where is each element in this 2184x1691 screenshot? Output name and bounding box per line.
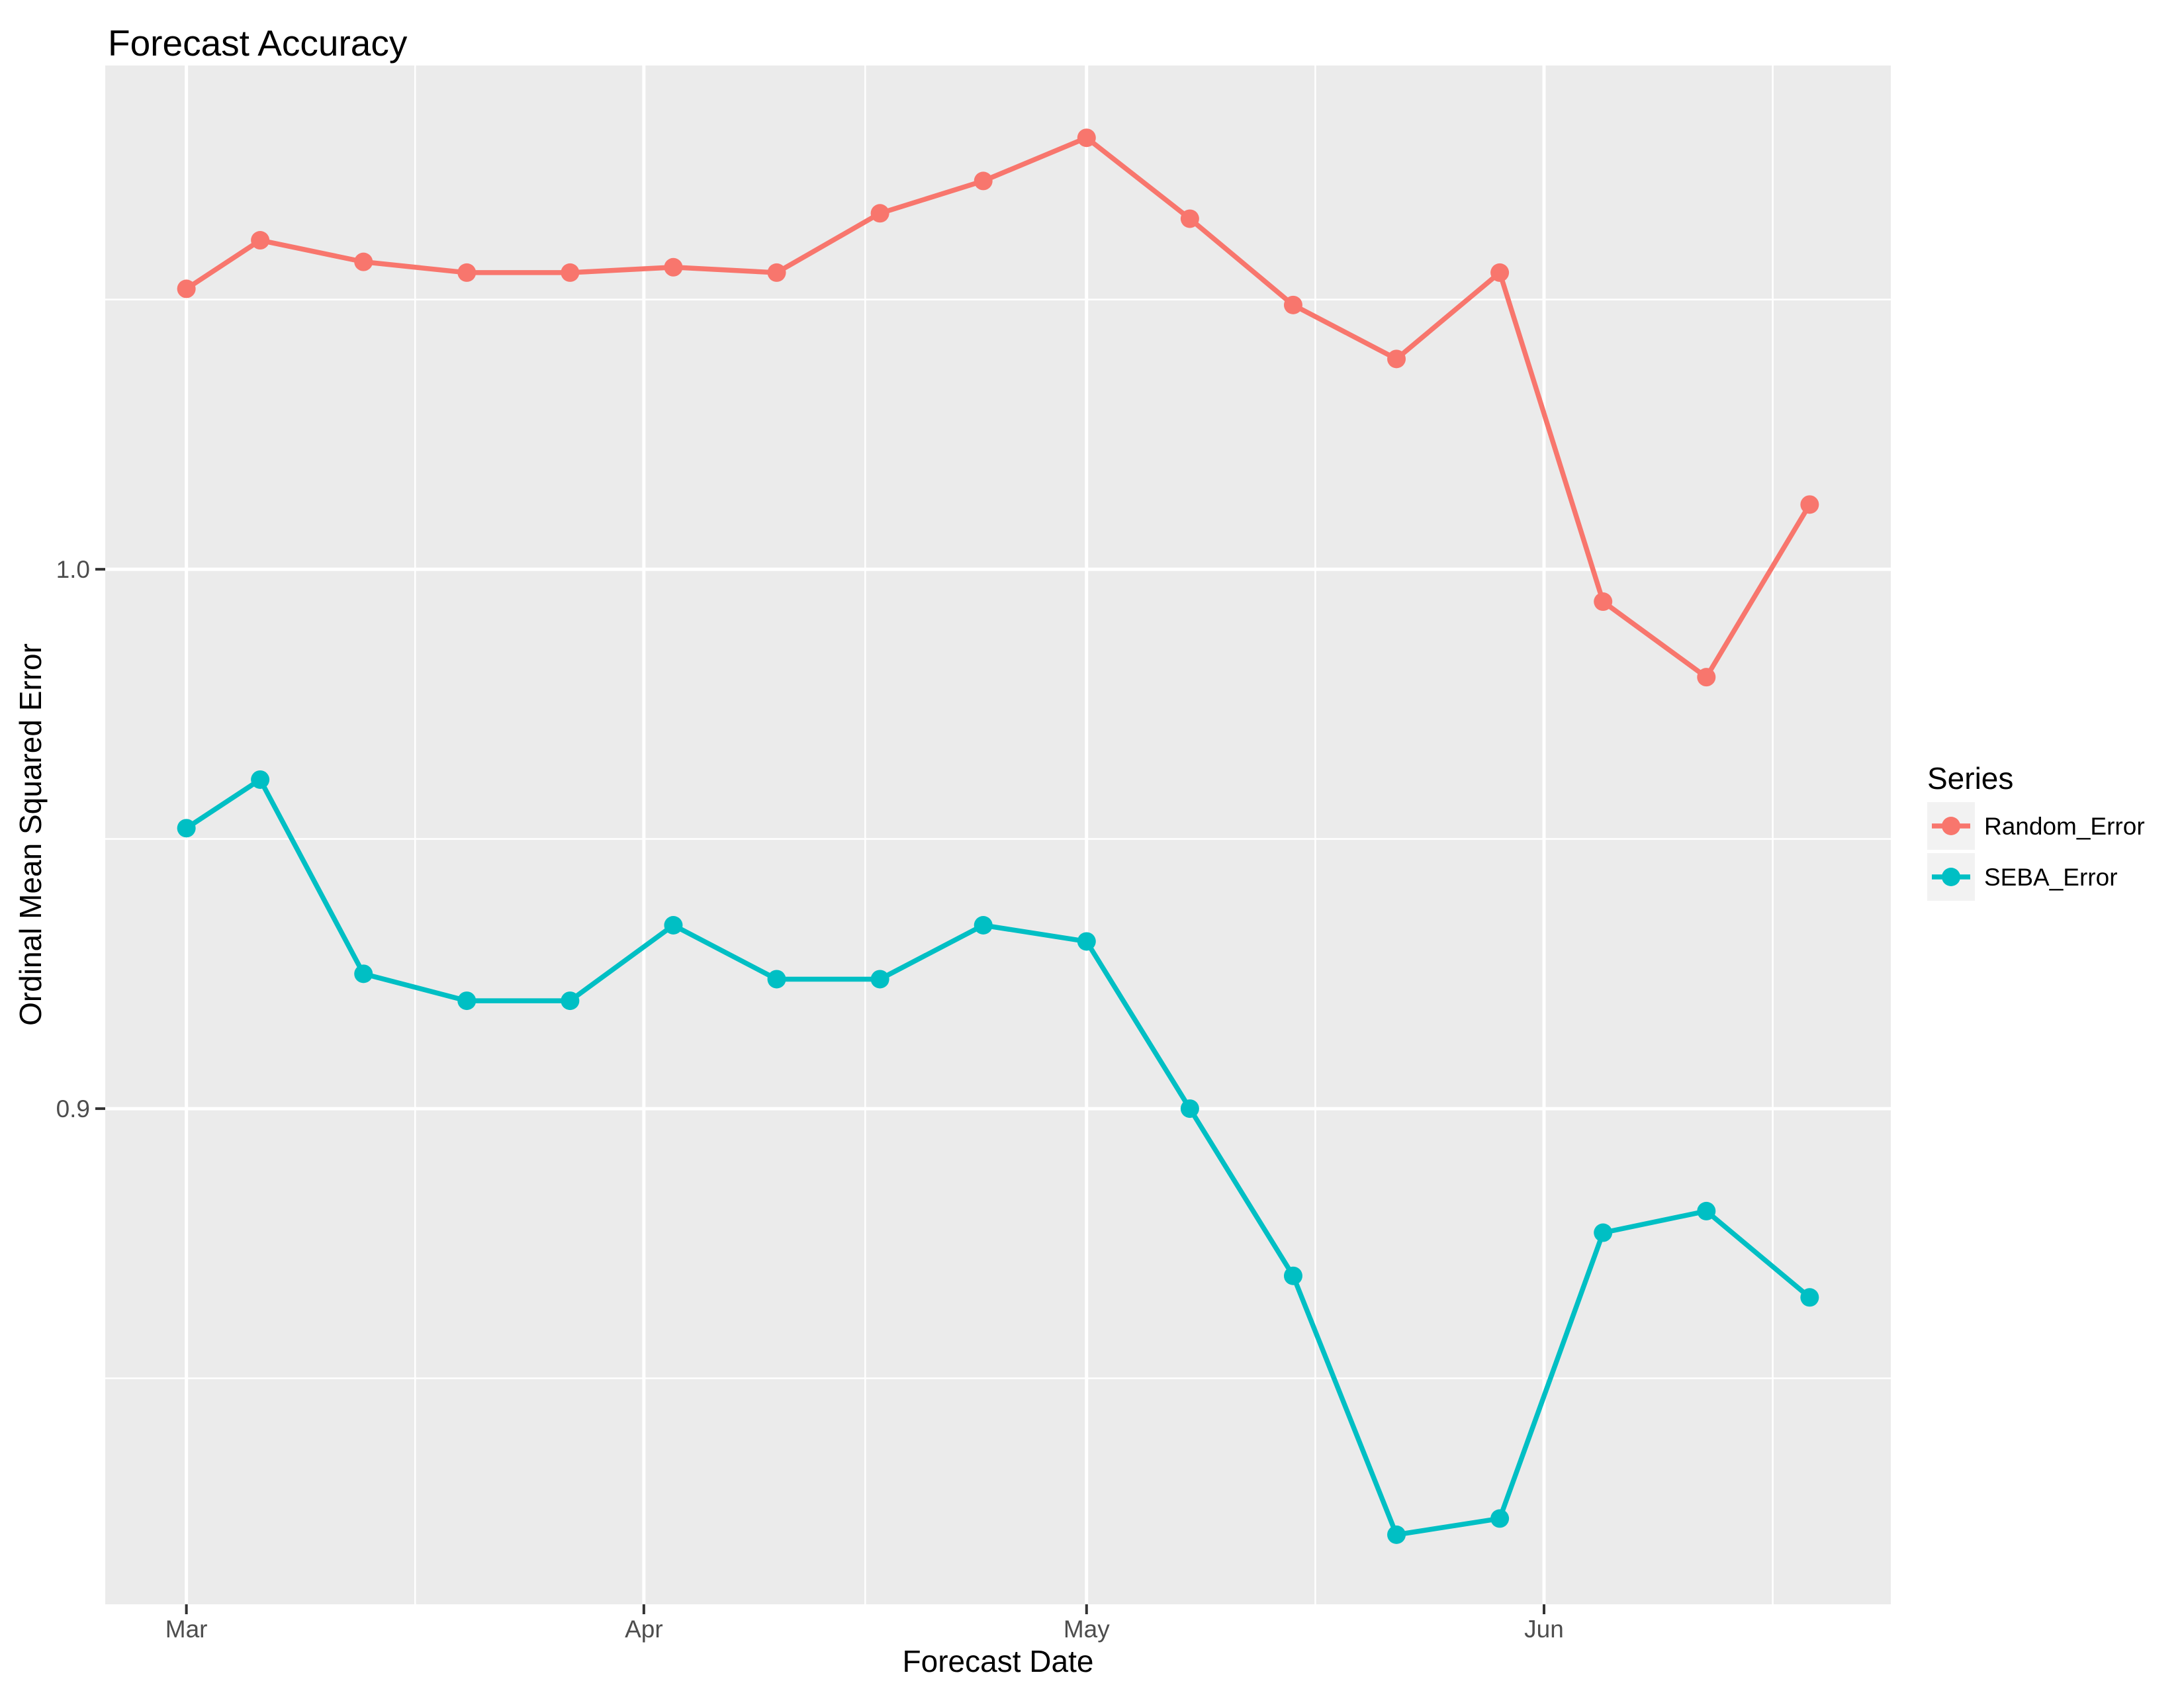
data-point-Random_Error	[664, 257, 683, 277]
data-point-Random_Error	[561, 263, 580, 282]
data-point-SEBA_Error	[767, 970, 786, 989]
data-point-Random_Error	[177, 279, 196, 298]
data-point-SEBA_Error	[457, 991, 477, 1011]
y-tick-label: 1.0	[56, 556, 90, 583]
data-point-SEBA_Error	[177, 819, 196, 838]
data-point-SEBA_Error	[1490, 1509, 1510, 1528]
data-point-Random_Error	[1180, 209, 1199, 228]
data-point-Random_Error	[870, 204, 889, 223]
data-point-Random_Error	[1490, 263, 1510, 282]
panel-background	[105, 66, 1891, 1604]
y-tick-label: 0.9	[56, 1095, 90, 1122]
data-point-Random_Error	[1283, 295, 1302, 314]
legend-key-point-SEBA_Error	[1942, 868, 1960, 886]
x-axis-title: Forecast Date	[903, 1644, 1094, 1678]
x-tick-label: Jun	[1524, 1616, 1564, 1643]
legend-label-Random_Error: Random_Error	[1984, 813, 2145, 840]
legend-title: Series	[1927, 761, 2013, 796]
data-point-SEBA_Error	[664, 916, 683, 935]
data-point-Random_Error	[1387, 349, 1406, 369]
data-point-SEBA_Error	[1800, 1288, 1819, 1307]
x-tick-label: Apr	[625, 1616, 663, 1643]
data-point-SEBA_Error	[1283, 1266, 1302, 1285]
data-point-Random_Error	[767, 263, 786, 282]
data-point-SEBA_Error	[1180, 1099, 1199, 1119]
legend-label-SEBA_Error: SEBA_Error	[1984, 864, 2118, 891]
data-point-Random_Error	[974, 171, 993, 191]
y-axis-title: Ordinal Mean Squared Error	[13, 643, 48, 1026]
data-point-SEBA_Error	[870, 970, 889, 989]
data-point-SEBA_Error	[251, 770, 270, 789]
data-point-SEBA_Error	[1594, 1223, 1613, 1242]
data-point-Random_Error	[457, 263, 477, 282]
legend-key-point-Random_Error	[1942, 817, 1960, 835]
legend: Series Random_Error SEBA_Error	[1927, 761, 2145, 901]
x-tick-label: Mar	[165, 1616, 208, 1643]
chart-title: Forecast Accuracy	[108, 23, 408, 64]
data-point-SEBA_Error	[1697, 1201, 1716, 1220]
data-series	[177, 128, 1819, 1544]
data-point-Random_Error	[354, 252, 373, 271]
data-point-SEBA_Error	[354, 964, 373, 983]
data-point-SEBA_Error	[1387, 1525, 1406, 1544]
axes: Mar Apr May Jun 1.0 0.9	[56, 556, 1564, 1643]
data-point-Random_Error	[1594, 592, 1613, 612]
data-point-Random_Error	[1697, 668, 1716, 687]
data-point-Random_Error	[1800, 495, 1819, 514]
plot-panel	[105, 66, 1891, 1604]
data-point-SEBA_Error	[1077, 932, 1096, 951]
data-point-Random_Error	[251, 231, 270, 250]
data-point-Random_Error	[1077, 128, 1096, 148]
data-point-SEBA_Error	[561, 991, 580, 1011]
x-tick-label: May	[1064, 1616, 1110, 1643]
data-point-SEBA_Error	[974, 916, 993, 935]
